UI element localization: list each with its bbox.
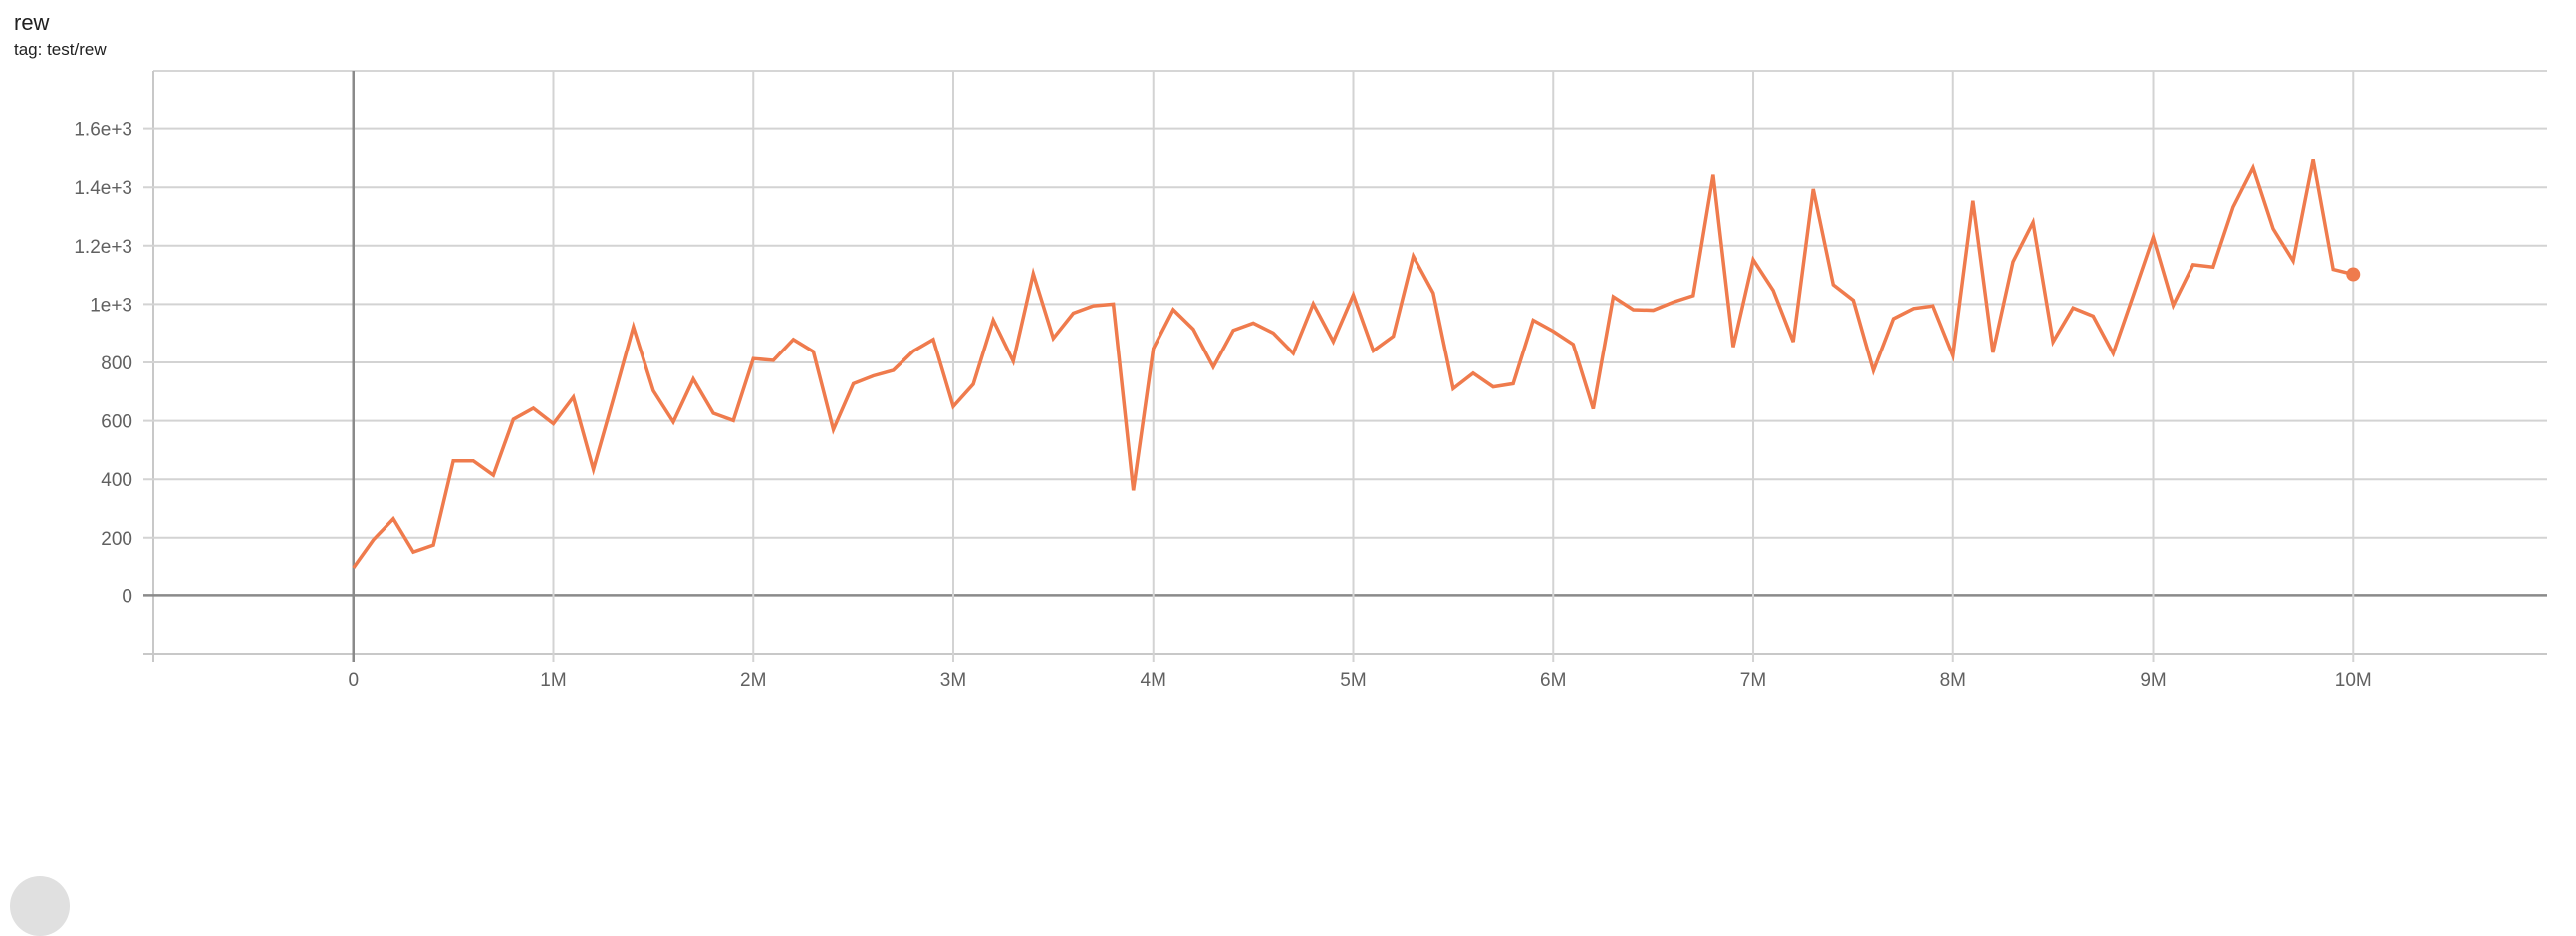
action-button[interactable] — [10, 876, 70, 936]
y-tick-label: 1.4e+3 — [74, 178, 132, 199]
x-tick-label: 6M — [1540, 670, 1566, 691]
y-tick-label: 400 — [101, 470, 132, 491]
x-tick-label: 9M — [2140, 670, 2166, 691]
y-tick-label: 600 — [101, 412, 132, 433]
y-tick-label: 1e+3 — [90, 295, 132, 316]
line-chart[interactable]: 0 200 400 600 800 1e+3 1.2e+3 1.4e+3 1.6e+3 0 1M 2M… — [0, 0, 2576, 898]
x-tick-label: 0 — [348, 670, 359, 691]
y-tick-label: 1.6e+3 — [74, 120, 132, 141]
x-tick-label: 4M — [1141, 670, 1166, 691]
y-tick-label: 200 — [101, 529, 132, 550]
x-tick-label: 5M — [1340, 670, 1366, 691]
x-tick-label: 3M — [940, 670, 966, 691]
x-tick-label: 2M — [740, 670, 766, 691]
x-tick-label: 1M — [540, 670, 566, 691]
y-tick-label: 0 — [122, 586, 132, 607]
x-tick-label: 10M — [2335, 670, 2372, 691]
y-tick-label: 800 — [101, 353, 132, 374]
last-data-point — [2346, 268, 2360, 282]
x-tick-label: 8M — [1940, 670, 1966, 691]
y-tick-label: 1.2e+3 — [74, 237, 132, 258]
x-tick-label: 7M — [1740, 670, 1766, 691]
